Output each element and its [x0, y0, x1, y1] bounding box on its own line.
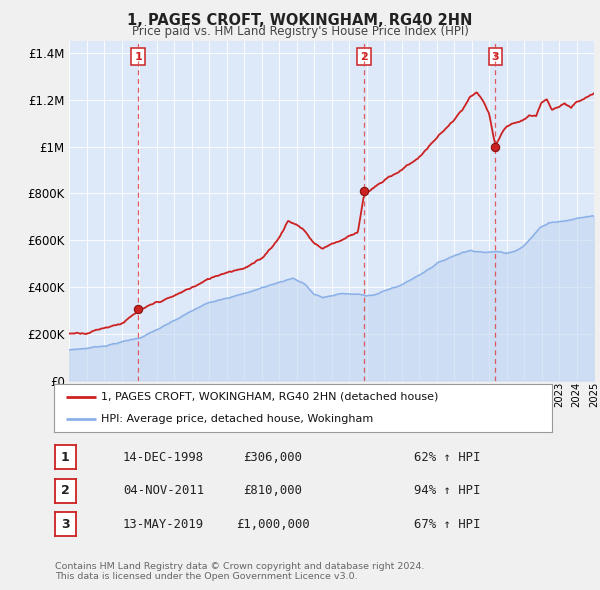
Text: 3: 3 [491, 51, 499, 61]
Text: 2: 2 [61, 484, 70, 497]
Text: 1, PAGES CROFT, WOKINGHAM, RG40 2HN: 1, PAGES CROFT, WOKINGHAM, RG40 2HN [127, 13, 473, 28]
Text: £1,000,000: £1,000,000 [236, 518, 310, 531]
Text: Contains HM Land Registry data © Crown copyright and database right 2024.
This d: Contains HM Land Registry data © Crown c… [55, 562, 425, 581]
Text: £306,000: £306,000 [244, 451, 302, 464]
Text: 13-MAY-2019: 13-MAY-2019 [123, 518, 204, 531]
Text: £810,000: £810,000 [244, 484, 302, 497]
Text: 04-NOV-2011: 04-NOV-2011 [123, 484, 204, 497]
Text: 1: 1 [61, 451, 70, 464]
Text: Price paid vs. HM Land Registry's House Price Index (HPI): Price paid vs. HM Land Registry's House … [131, 25, 469, 38]
Text: 1, PAGES CROFT, WOKINGHAM, RG40 2HN (detached house): 1, PAGES CROFT, WOKINGHAM, RG40 2HN (det… [101, 392, 439, 402]
Text: 94% ↑ HPI: 94% ↑ HPI [414, 484, 481, 497]
Text: 3: 3 [61, 518, 70, 531]
Text: 14-DEC-1998: 14-DEC-1998 [123, 451, 204, 464]
Text: HPI: Average price, detached house, Wokingham: HPI: Average price, detached house, Woki… [101, 414, 374, 424]
Text: 62% ↑ HPI: 62% ↑ HPI [414, 451, 481, 464]
Text: 2: 2 [360, 51, 368, 61]
Text: 67% ↑ HPI: 67% ↑ HPI [414, 518, 481, 531]
Text: 1: 1 [134, 51, 142, 61]
